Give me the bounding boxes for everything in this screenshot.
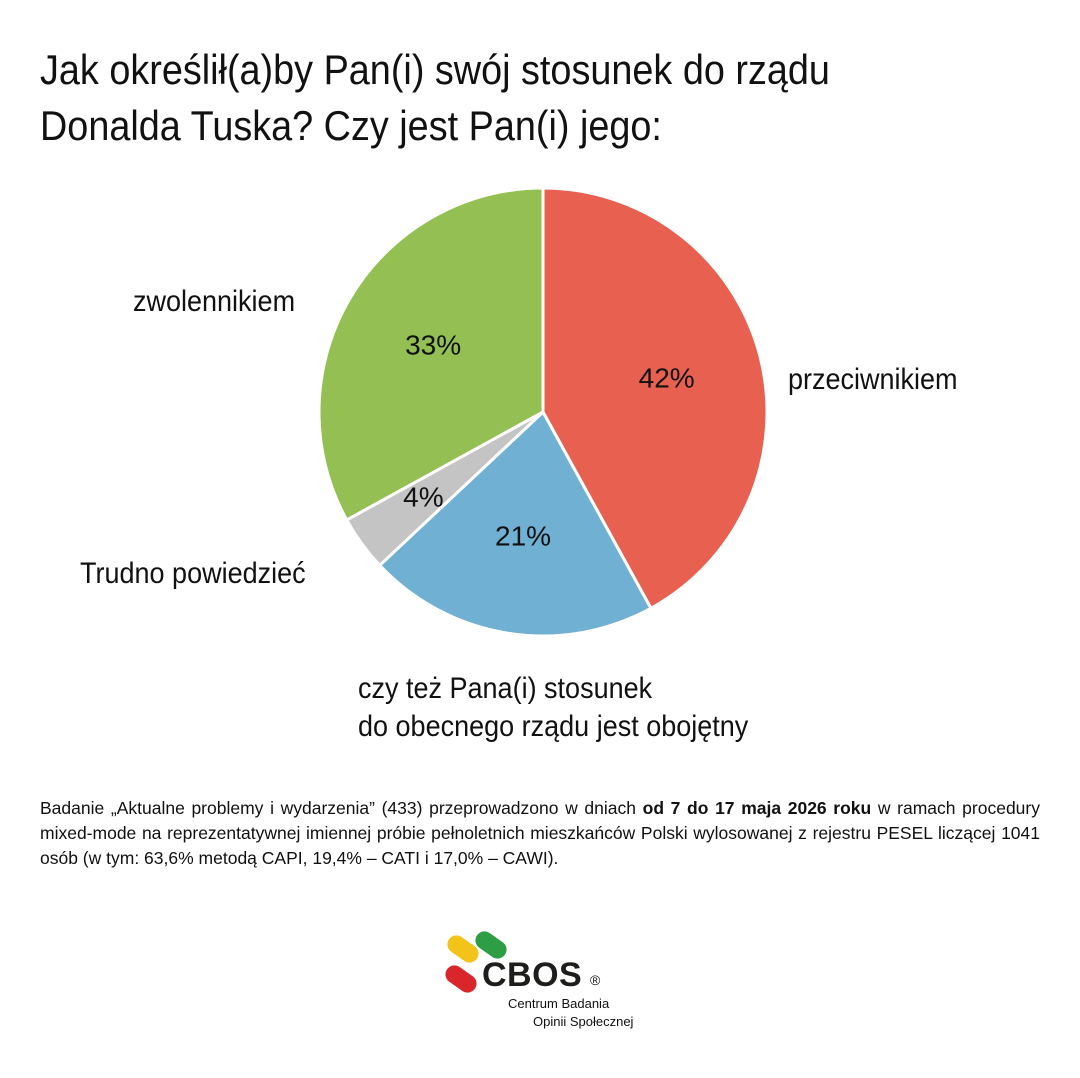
cbos-logo: CBOS ® Centrum Badania Opinii Społecznej xyxy=(440,928,640,1038)
pie-value-label-0: 42% xyxy=(639,363,695,394)
chart-title-line-1: Jak określił(a)by Pan(i) swój stosunek d… xyxy=(40,46,830,93)
logo-yellow-pill xyxy=(447,935,479,963)
methodology-note: Badanie „Aktualne problemy i wydarzenia”… xyxy=(40,796,1040,871)
slice-label-zwolennikiem: zwolennikiem xyxy=(133,285,296,318)
pie-slice-0 xyxy=(541,186,769,611)
pie-value-label-2: 4% xyxy=(403,481,443,512)
note-date: od 7 do 17 maja 2026 roku xyxy=(642,798,872,818)
slice-label-trudno: Trudno powiedzieć xyxy=(80,557,306,590)
logo-line-1: Centrum Badania xyxy=(508,996,610,1011)
slice-label-przeciwnikiem: przeciwnikiem xyxy=(788,363,958,396)
pie-value-label-3: 33% xyxy=(405,329,461,360)
chart-title: Jak określił(a)by Pan(i) swój stosunek d… xyxy=(40,42,949,154)
chart-title-line-2: Donalda Tuska? Czy jest Pan(i) jego: xyxy=(40,102,662,149)
note-text-2: w ramach procedury mixed-mode na repreze… xyxy=(40,798,1040,868)
cbos-logo-mark xyxy=(445,931,507,993)
pie-chart: 42% 21% 4% 33% xyxy=(317,186,769,638)
logo-red-pill xyxy=(445,965,477,993)
pie-value-label-1: 21% xyxy=(495,520,551,551)
pie-slice-3 xyxy=(317,186,545,522)
logo-line-2: Opinii Społecznej xyxy=(533,1014,634,1029)
slice-label-obojetny-line-2: do obecnego rządu jest obojętny xyxy=(358,710,749,743)
logo-green-pill xyxy=(475,931,507,959)
logo-brand: CBOS xyxy=(482,956,583,994)
slice-label-obojetny: czy też Pana(i) stosunek do obecnego rzą… xyxy=(358,670,748,746)
slice-label-obojetny-line-1: czy też Pana(i) stosunek xyxy=(358,672,653,705)
pie-slice-1 xyxy=(377,409,653,638)
note-text-1: Badanie „Aktualne problemy i wydarzenia”… xyxy=(40,798,643,818)
logo-registered-mark: ® xyxy=(590,972,601,988)
